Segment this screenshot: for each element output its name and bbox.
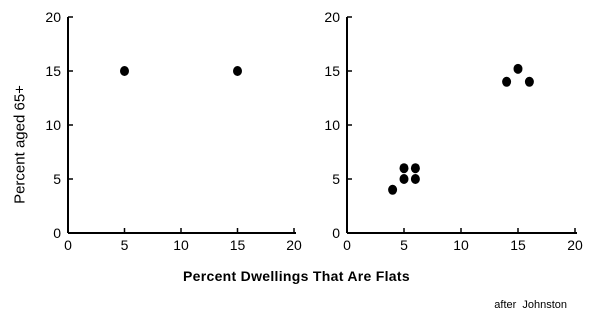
left-y-tick-label: 20 [45,9,61,25]
y-axis-label: Percent aged 65+ [11,85,29,204]
left-x-tick-label: 20 [286,237,302,253]
left-y-tick-label: 15 [45,63,61,79]
left-data-point [233,66,242,76]
right-data-point [410,163,420,174]
right-data-point [513,63,523,74]
left-scatter-panel: 0 5 10 15 20 0 5 10 15 20 [45,9,302,253]
left-y-tick-label: 0 [53,225,61,241]
right-x-tick-label: 0 [343,237,351,253]
right-data-point [399,174,409,184]
x-axis-label: Percent Dwellings That Are Flats [183,268,410,284]
left-x-tick-label: 10 [173,237,189,253]
right-y-tick-label: 15 [324,63,340,79]
right-y-tick-label: 5 [332,171,340,187]
right-scatter-panel: 0 5 10 15 20 0 5 10 15 20 [324,9,583,253]
right-y-tick-label: 20 [324,9,340,25]
right-data-point [388,184,398,195]
right-x-tick-label: 15 [510,237,526,253]
right-data-point [399,163,409,174]
left-x-tick-label: 15 [230,237,246,253]
right-data-point [524,76,534,87]
right-y-tick-label: 0 [332,225,340,241]
left-y-tick-label: 10 [45,117,61,133]
right-data-point [502,76,512,87]
left-x-tick-label: 0 [64,237,72,253]
left-x-tick-label: 5 [121,237,129,253]
left-y-tick-label: 5 [53,171,61,187]
left-data-point [120,66,129,76]
right-data-point [410,174,420,184]
right-y-tick-label: 10 [324,117,340,133]
source-credit: after Johnston [494,299,567,311]
right-x-tick-label: 5 [400,237,408,253]
right-x-tick-label: 10 [453,237,469,253]
right-x-tick-label: 20 [567,237,583,253]
